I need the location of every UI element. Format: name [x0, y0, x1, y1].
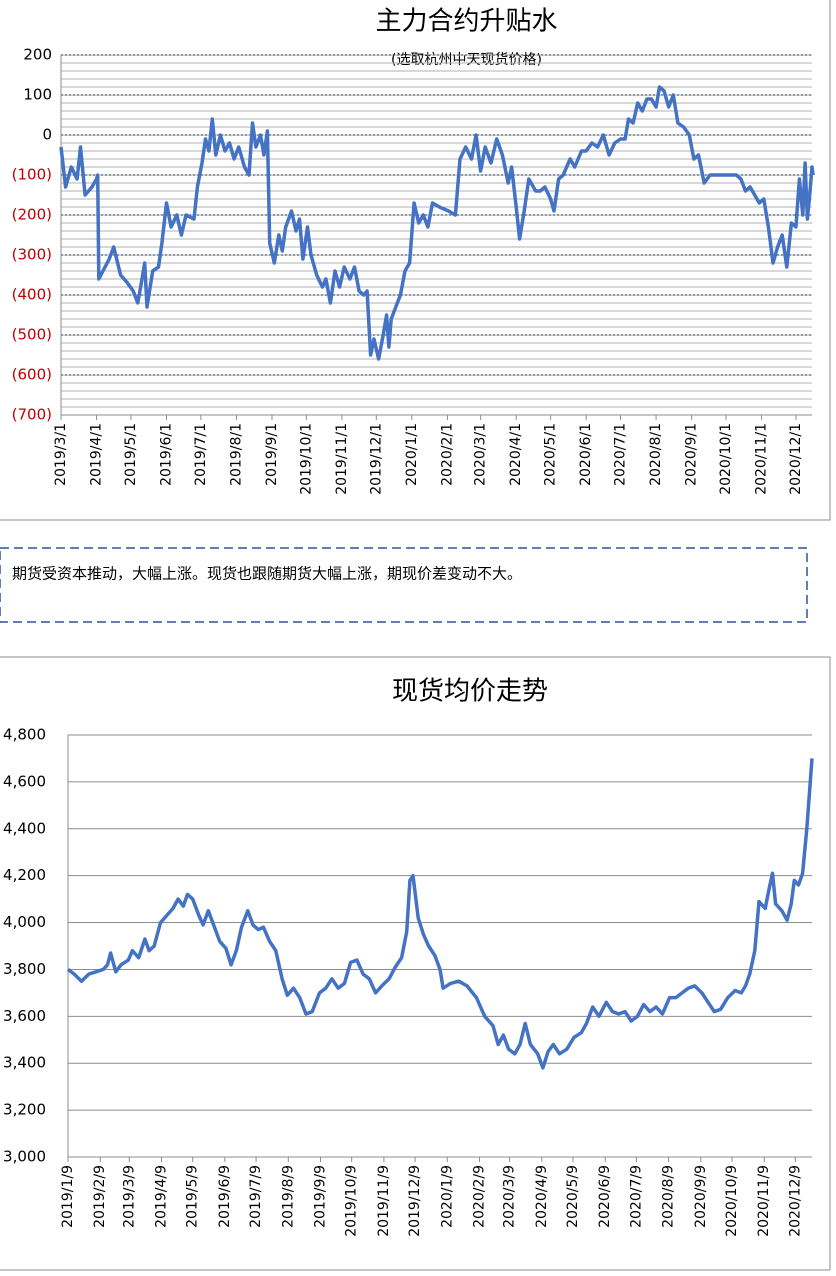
y-tick-label: 3,400	[3, 1054, 46, 1072]
x-tick-label: 2019/4/1	[89, 423, 105, 486]
x-tick-label: 2019/11/1	[334, 423, 350, 495]
x-tick-label: 2020/3/1	[473, 423, 489, 486]
x-tick-label: 2020/1/9	[439, 1165, 455, 1228]
chart-frame	[0, 656, 831, 1271]
x-tick-label: 2019/10/9	[344, 1165, 360, 1237]
x-tick-label: 2019/11/9	[376, 1165, 392, 1237]
y-tick-label: 3,200	[3, 1101, 46, 1119]
y-tick-label: 4,400	[3, 819, 46, 837]
x-tick-label: 2020/9/9	[693, 1165, 709, 1228]
y-tick-label: 3,000	[3, 1148, 46, 1166]
x-tick-label: 2019/3/9	[121, 1165, 137, 1228]
y-tick-label: 3,800	[3, 960, 46, 978]
x-tick-label: 2019/12/1	[368, 423, 384, 495]
y-tick-label: (100)	[12, 166, 52, 184]
x-tick-label: 2020/12/1	[788, 423, 804, 495]
x-tick-label: 2020/5/1	[543, 423, 559, 486]
y-tick-label: (400)	[12, 286, 52, 304]
x-tick-label: 2020/7/9	[628, 1165, 644, 1228]
chart-frame	[0, 0, 831, 521]
data-line	[66, 758, 814, 1070]
x-tick-label: 2020/2/9	[471, 1165, 487, 1228]
x-tick-label: 2020/6/9	[597, 1165, 613, 1228]
data-line	[59, 85, 815, 361]
x-tick-label: 2019/7/9	[248, 1165, 264, 1228]
y-tick-label: 4,800	[3, 726, 46, 744]
y-tick-label: 4,200	[3, 866, 46, 884]
x-tick-label: 2019/3/1	[53, 423, 69, 486]
x-tick-label: 2020/10/9	[724, 1165, 740, 1237]
x-tick-label: 2020/4/1	[508, 423, 524, 486]
x-tick-label: 2019/5/1	[123, 423, 139, 486]
x-tick-label: 2019/7/1	[193, 423, 209, 486]
y-tick-label: (700)	[12, 406, 52, 424]
chart-title: 主力合约升贴水	[375, 7, 557, 37]
y-tick-label: 4,600	[3, 772, 46, 790]
x-tick-label: 2020/10/1	[718, 423, 734, 495]
x-tick-label: 2019/1/9	[60, 1165, 76, 1228]
y-tick-label: 3,600	[3, 1007, 46, 1025]
y-tick-label: (200)	[12, 206, 52, 224]
x-tick-label: 2020/12/9	[787, 1165, 803, 1237]
y-tick-label: 200	[23, 46, 52, 64]
x-tick-label: 2020/7/1	[613, 423, 629, 486]
x-tick-label: 2019/9/1	[264, 423, 280, 486]
x-tick-label: 2019/6/1	[158, 423, 174, 486]
x-tick-label: 2020/8/1	[648, 423, 664, 486]
x-tick-label: 2020/11/9	[756, 1165, 772, 1237]
x-tick-label: 2020/5/9	[565, 1165, 581, 1228]
x-tick-label: 2019/12/9	[407, 1165, 423, 1237]
x-tick-label: 2019/4/9	[154, 1165, 170, 1228]
x-tick-label: 2019/5/9	[185, 1165, 201, 1228]
y-tick-label: 4,000	[3, 913, 46, 931]
x-tick-label: 2020/1/1	[404, 423, 420, 486]
x-tick-label: 2020/9/1	[684, 423, 700, 486]
x-tick-label: 2020/8/9	[661, 1165, 677, 1228]
x-tick-label: 2020/11/1	[754, 423, 770, 495]
x-tick-label: 2019/9/9	[313, 1165, 329, 1228]
x-tick-label: 2020/6/1	[578, 423, 594, 486]
y-tick-label: 0	[42, 126, 52, 144]
x-tick-label: 2020/3/9	[502, 1165, 518, 1228]
x-tick-label: 2019/10/1	[298, 423, 314, 495]
x-tick-label: 2020/2/1	[439, 423, 455, 486]
note-text: 期货受资本推动，大幅上涨。现货也跟随期货大幅上涨，期现价差变动不大。	[12, 565, 522, 583]
x-tick-label: 2019/6/9	[217, 1165, 233, 1228]
note-box	[0, 547, 808, 623]
chart-subtitle: (选取杭州中天现货价格)	[391, 51, 542, 68]
x-tick-label: 2020/4/9	[534, 1165, 550, 1228]
y-tick-label: (500)	[12, 326, 52, 344]
x-tick-label: 2019/8/9	[280, 1165, 296, 1228]
chart-title: 现货均价走势	[392, 677, 548, 707]
y-tick-label: (300)	[12, 246, 52, 264]
y-tick-label: 100	[23, 86, 52, 104]
x-tick-label: 2019/8/1	[228, 423, 244, 486]
x-tick-label: 2019/2/9	[92, 1165, 108, 1228]
y-tick-label: (600)	[12, 366, 52, 384]
